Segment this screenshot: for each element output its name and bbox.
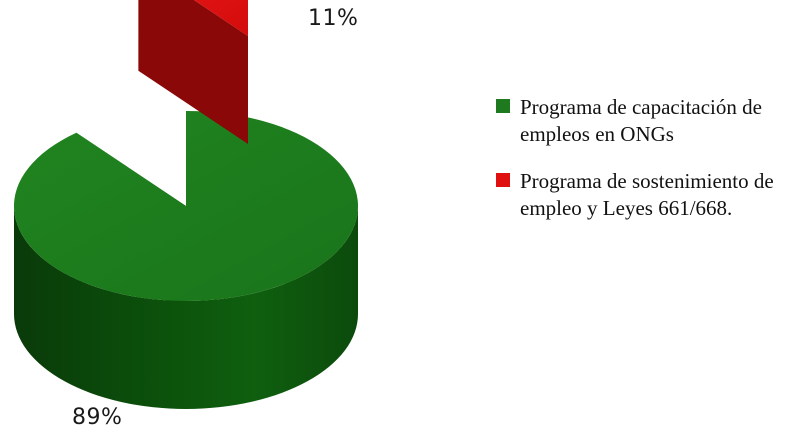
legend-swatch-green bbox=[496, 99, 510, 113]
pie-slice-2 bbox=[194, 0, 248, 36]
data-label-slice-2: 11% bbox=[308, 6, 359, 31]
slice-2-wall-start bbox=[138, 0, 248, 144]
legend-label-1: Programa de capacitación de empleos en O… bbox=[520, 95, 762, 146]
data-label-slice-1: 89% bbox=[72, 405, 123, 430]
slice-1-side bbox=[14, 206, 358, 409]
legend: Programa de capacitación de empleos en O… bbox=[496, 94, 806, 242]
legend-label-2: Programa de sostenimiento de empleo y Le… bbox=[520, 169, 774, 220]
legend-item-1: Programa de capacitación de empleos en O… bbox=[496, 94, 806, 148]
legend-swatch-red bbox=[496, 173, 510, 187]
pie-slice-1 bbox=[13, 111, 359, 302]
legend-item-2: Programa de sostenimiento de empleo y Le… bbox=[496, 168, 806, 222]
